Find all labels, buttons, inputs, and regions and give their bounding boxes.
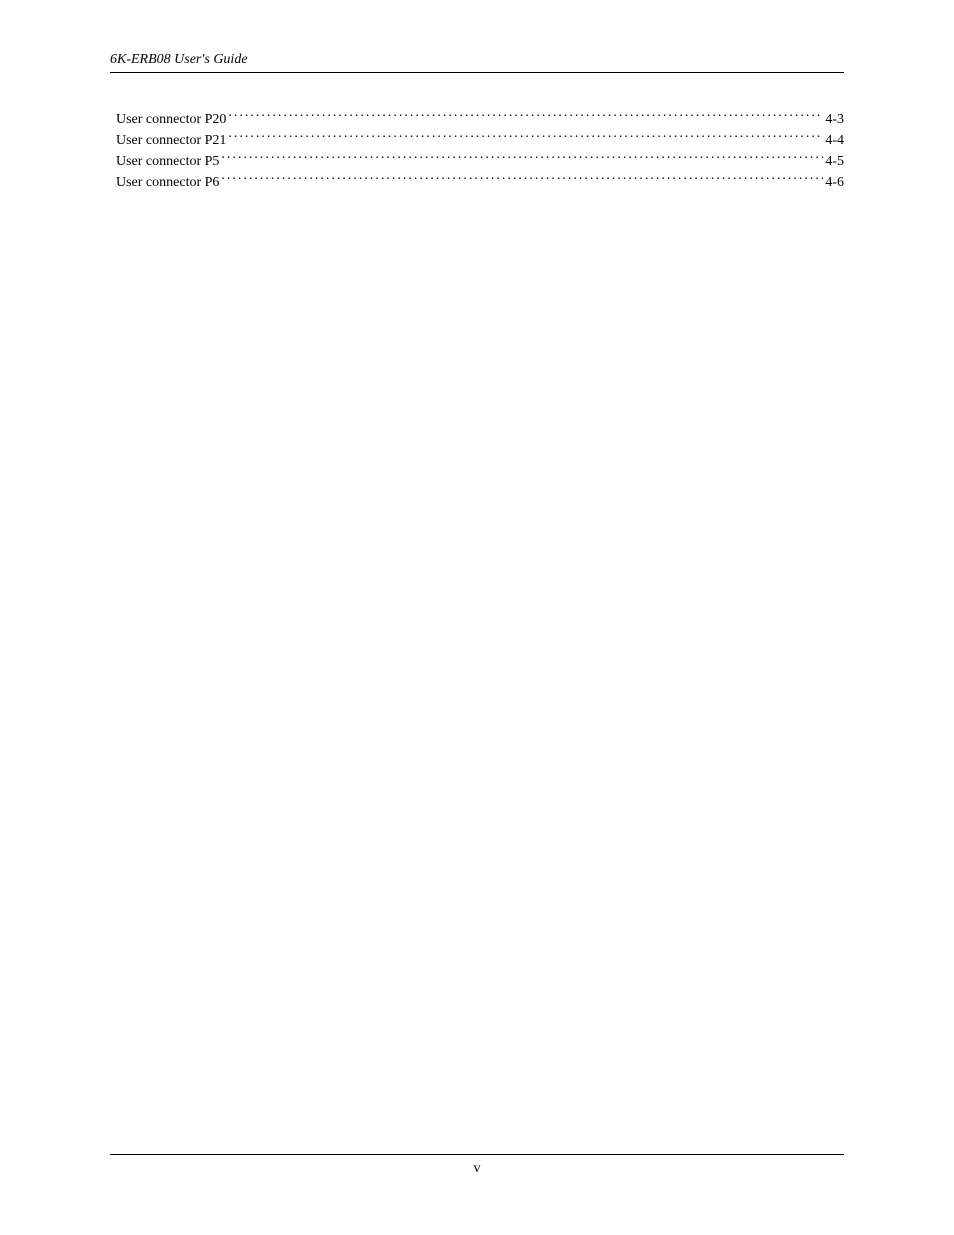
- toc-entry-page: 4-5: [825, 153, 844, 172]
- toc-entry: User connector P5 4-5: [116, 151, 844, 172]
- toc-entry-page: 4-3: [825, 111, 844, 130]
- toc-leader: [221, 172, 823, 186]
- toc-entry-label: User connector P21: [116, 132, 226, 151]
- toc-entry: User connector P20 4-3: [116, 109, 844, 130]
- toc-entry-page: 4-4: [825, 132, 844, 151]
- toc-leader: [228, 130, 823, 144]
- toc-entry-label: User connector P20: [116, 111, 226, 130]
- page: 6K-ERB08 User's Guide User connector P20…: [0, 0, 954, 193]
- document-header: 6K-ERB08 User's Guide: [110, 52, 844, 72]
- page-footer: v: [110, 1154, 844, 1177]
- table-of-contents: User connector P20 4-3 User connector P2…: [110, 109, 844, 193]
- toc-entry-label: User connector P6: [116, 174, 219, 193]
- header-rule: [110, 72, 844, 73]
- toc-entry-page: 4-6: [825, 174, 844, 193]
- page-number: v: [110, 1161, 844, 1177]
- footer-rule: [110, 1154, 844, 1155]
- header-title: 6K-ERB08 User's Guide: [110, 52, 248, 67]
- toc-leader: [221, 151, 823, 165]
- toc-entry: User connector P21 4-4: [116, 130, 844, 151]
- toc-entry: User connector P6 4-6: [116, 172, 844, 193]
- toc-leader: [228, 109, 823, 123]
- toc-entry-label: User connector P5: [116, 153, 219, 172]
